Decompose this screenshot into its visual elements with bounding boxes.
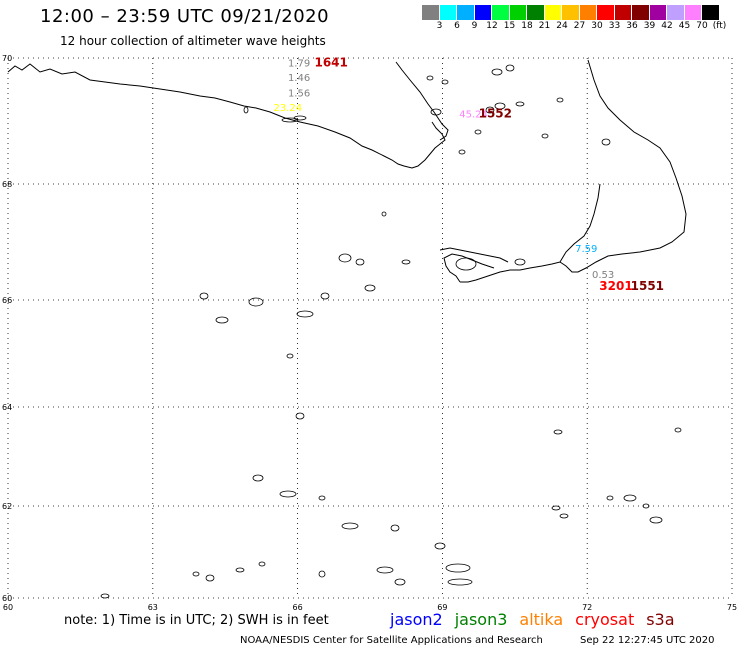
- timestamp: Sep 22 12:27:45 UTC 2020: [580, 635, 715, 646]
- legend-label: 70: [696, 21, 708, 31]
- wave-height-label: 1.46: [288, 73, 310, 84]
- legend-label: 15: [503, 21, 516, 31]
- legend-swatch: [579, 5, 597, 20]
- lon-tick-label: 63: [148, 603, 158, 612]
- lon-tick-label: 69: [437, 603, 447, 612]
- satellite-legend: jason2 jason3 altika cryosat s3a: [390, 610, 687, 629]
- legend-swatch: [562, 5, 580, 20]
- legend-label: (ft): [712, 21, 727, 31]
- legend-swatches: [422, 5, 720, 20]
- footnote: note: 1) Time is in UTC; 2) SWH is in fe…: [64, 613, 329, 628]
- satellite-name: jason2: [390, 610, 443, 629]
- legend-swatch: [667, 5, 685, 20]
- coastline-bay: [439, 247, 509, 263]
- wave-height-label: 1551: [631, 279, 664, 293]
- lon-tick-label: 72: [582, 603, 592, 612]
- lon-tick-label: 66: [293, 603, 303, 612]
- credit-line: NOAA/NESDIS Center for Satellite Applica…: [240, 635, 543, 646]
- wave-height-label: 1.56: [288, 89, 310, 100]
- satellite-name: s3a: [646, 610, 675, 629]
- coastline-yamal-gulf-south: [443, 253, 495, 283]
- wave-height-label: 7.59: [575, 244, 597, 255]
- coastline-mainland-west: [7, 63, 446, 169]
- lat-tick-label: 66: [2, 296, 12, 305]
- lakes: [100, 64, 682, 599]
- legend-label: 36: [626, 21, 638, 31]
- legend-label: 6: [454, 21, 460, 31]
- legend-label: 18: [521, 21, 533, 31]
- legend-label: 24: [556, 21, 568, 31]
- legend-label: 3: [436, 21, 443, 31]
- lon-tick-label: 60: [3, 603, 13, 612]
- wave-height-label: 1641: [314, 55, 347, 69]
- legend-swatch: [422, 5, 440, 20]
- lat-tick-label: 68: [2, 180, 12, 189]
- wave-height-label: 1552: [479, 106, 512, 120]
- wave-height-label: 0.53: [592, 270, 614, 281]
- wave-height-label: 1.79: [288, 58, 310, 69]
- legend-swatch: [439, 5, 457, 20]
- legend-swatch: [702, 5, 720, 20]
- coastline-gydan-tip: [559, 183, 601, 263]
- legend-swatch: [492, 5, 510, 20]
- satellite-name: altika: [519, 610, 564, 629]
- legend-swatch: [614, 5, 632, 20]
- legend-labels: 3 6 9 12 15 18 21 24 27 30 33 36 39 42 45 70 (ft): [422, 20, 727, 34]
- wave-height-label: 45.24: [459, 109, 488, 120]
- map-title: 12:00 – 23:59 UTC 09/21/2020: [40, 6, 330, 27]
- legend-label: 30: [591, 21, 603, 31]
- lat-tick-label: 64: [2, 403, 12, 412]
- satellite-name: jason3: [454, 610, 508, 629]
- lat-tick-label: 62: [2, 502, 12, 511]
- legend-swatch: [684, 5, 702, 20]
- legend-swatch: [544, 5, 562, 20]
- legend-swatch: [597, 5, 615, 20]
- legend-swatch: [632, 5, 650, 20]
- wave-height-label: 3201: [599, 279, 632, 293]
- wave-height-label: 23.24: [273, 103, 302, 114]
- coastline-east-shore: [460, 59, 687, 283]
- legend-label: 21: [538, 21, 551, 31]
- legend-swatch: [527, 5, 545, 20]
- legend-swatch: [509, 5, 527, 20]
- legend-label: 39: [643, 21, 656, 31]
- legend-swatch: [474, 5, 492, 20]
- coastline-peninsula-top: [395, 61, 449, 141]
- lon-tick-label: 75: [727, 603, 737, 612]
- legend-swatch: [649, 5, 667, 20]
- legend-label: 33: [608, 21, 621, 31]
- satellite-name: cryosat: [575, 610, 635, 629]
- legend-swatch: [457, 5, 475, 20]
- legend-label: 9: [471, 21, 478, 31]
- lat-tick-label: 70: [2, 54, 12, 63]
- legend-label: 12: [486, 21, 498, 31]
- map-subtitle: 12 hour collection of altimeter wave hei…: [60, 34, 326, 48]
- legend-label: 42: [661, 21, 673, 31]
- legend-label: 45: [678, 21, 691, 31]
- legend-label: 27: [573, 21, 586, 31]
- lat-tick-label: 60: [2, 594, 12, 603]
- color-legend: 3 6 9 12 15 18 21 24 27 30 33 36 39 42 45 70 (ft): [422, 5, 727, 34]
